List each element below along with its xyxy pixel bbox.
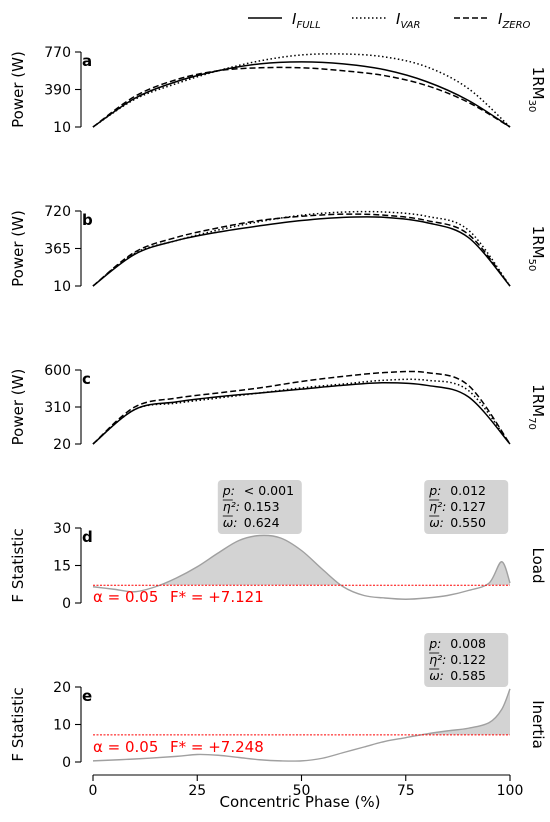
critical-f-label: F* = +7.121 [170, 588, 264, 606]
condition-label: 1RM70 [526, 384, 547, 430]
x-tick-label: 75 [397, 783, 415, 799]
panel-letter: e [82, 687, 92, 705]
y-tick-label: 10 [53, 279, 71, 295]
cluster-omega-label: ω: [429, 668, 444, 683]
x-tick-label: 100 [497, 783, 524, 799]
cluster-omega-label: ω: [429, 515, 444, 530]
y-tick-label: 30 [53, 521, 71, 537]
cluster-p-label: p: [428, 636, 441, 651]
legend-item-i-full: IFULL [248, 10, 321, 31]
supra-threshold-cluster [421, 688, 510, 735]
y-tick-label: 15 [53, 559, 71, 575]
cluster-p-value: 0.012 [450, 483, 486, 498]
y-axis-title: Power (W) [9, 210, 27, 287]
panel-letter: c [82, 370, 91, 388]
cluster-eta2-value: 0.122 [450, 652, 486, 667]
panel-e: 0 10 20 F Statistic e Inertia α = 0.05 F* = +7.… [9, 633, 547, 799]
cluster-stats-box [424, 480, 509, 534]
legend-label-i-var: IVAR [396, 10, 420, 31]
y-tick-label: 20 [53, 680, 71, 696]
f-statistic-curve [92, 534, 511, 600]
series-line-i-var [92, 210, 511, 287]
supra-threshold-cluster [159, 535, 510, 586]
legend-item-i-var: IVAR [352, 10, 420, 31]
cluster-omega-value: 0.550 [450, 515, 486, 530]
y-tick-label: 20 [53, 437, 71, 453]
y-tick-label: 365 [44, 242, 71, 258]
cluster-omega-value: 0.585 [450, 668, 486, 683]
legend-item-i-zero: IZERO [454, 10, 531, 31]
condition-label: 1RM50 [526, 226, 547, 272]
panel-d: 0 15 30 F Statistic d Load α = 0.05 F* = +7.121… [9, 480, 547, 612]
alpha-label: α = 0.05 [93, 588, 158, 606]
y-tick-label: 600 [44, 363, 71, 379]
cluster-omega-value: 0.624 [244, 515, 280, 530]
y-axis-title: Power (W) [9, 51, 27, 128]
cluster-stats-box [217, 480, 302, 534]
series-line-i-full [92, 61, 511, 128]
x-tick-label: 0 [89, 783, 98, 799]
legend: IFULL IVAR IZERO [248, 10, 531, 31]
condition-label: Inertia [529, 700, 547, 749]
legend-label-i-zero: IZERO [498, 10, 531, 31]
condition-label: 1RM30 [526, 67, 547, 113]
y-tick-label: 720 [44, 204, 71, 220]
x-tick-label: 50 [293, 783, 311, 799]
panel-letter: a [82, 52, 92, 70]
cluster-omega-label: ω: [223, 515, 238, 530]
series-line-i-var [92, 378, 511, 445]
cluster-eta2-label: η²: [429, 499, 446, 514]
panel-letter: d [82, 528, 93, 546]
cluster-eta2-label: η²: [223, 499, 240, 514]
y-tick-label: 310 [44, 400, 71, 416]
series-line-i-zero [92, 66, 511, 128]
cluster-p-value: 0.008 [450, 636, 486, 651]
f-statistic-curve [92, 688, 511, 762]
y-axis-title: F Statistic [9, 528, 27, 602]
x-tick-label: 25 [188, 783, 206, 799]
legend-label-i-full: IFULL [292, 10, 321, 31]
y-axis-title: F Statistic [9, 687, 27, 761]
panel-c: 20 310 600 Power (W) c 1RM70 [9, 363, 547, 453]
cluster-p-label: p: [222, 483, 235, 498]
series-line-i-full [92, 382, 511, 445]
alpha-label: α = 0.05 [93, 738, 158, 756]
panel-letter: b [82, 211, 93, 229]
y-tick-label: 10 [53, 120, 71, 136]
critical-f-label: F* = +7.248 [170, 738, 264, 756]
y-axis-title: Power (W) [9, 369, 27, 446]
y-tick-label: 390 [44, 83, 71, 99]
series-line-i-zero [92, 370, 511, 445]
panel-b: 10 365 720 Power (W) b 1RM50 [9, 204, 547, 295]
y-tick-label: 10 [53, 718, 71, 734]
y-tick-label: 0 [62, 755, 71, 771]
cluster-eta2-label: η²: [429, 652, 446, 667]
y-tick-label: 0 [62, 596, 71, 612]
series-line-i-full [92, 216, 511, 287]
condition-label: Load [529, 548, 547, 584]
x-axis-title: Concentric Phase (%) [220, 793, 381, 811]
cluster-p-value: < 0.001 [244, 483, 294, 498]
cluster-stats-box [424, 633, 509, 687]
series-line-i-zero [92, 213, 511, 287]
cluster-p-label: p: [428, 483, 441, 498]
cluster-eta2-value: 0.153 [244, 499, 280, 514]
panel-a: 10 390 770 Power (W) a 1RM30 [9, 45, 547, 136]
y-tick-label: 770 [44, 45, 71, 61]
cluster-eta2-value: 0.127 [450, 499, 486, 514]
